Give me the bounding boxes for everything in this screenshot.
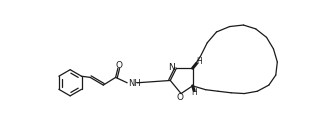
Text: O: O — [115, 61, 122, 70]
Text: H: H — [196, 58, 202, 67]
Text: N: N — [169, 63, 175, 72]
Text: H: H — [191, 88, 197, 97]
Text: NH: NH — [128, 79, 141, 88]
Text: O: O — [176, 93, 183, 102]
